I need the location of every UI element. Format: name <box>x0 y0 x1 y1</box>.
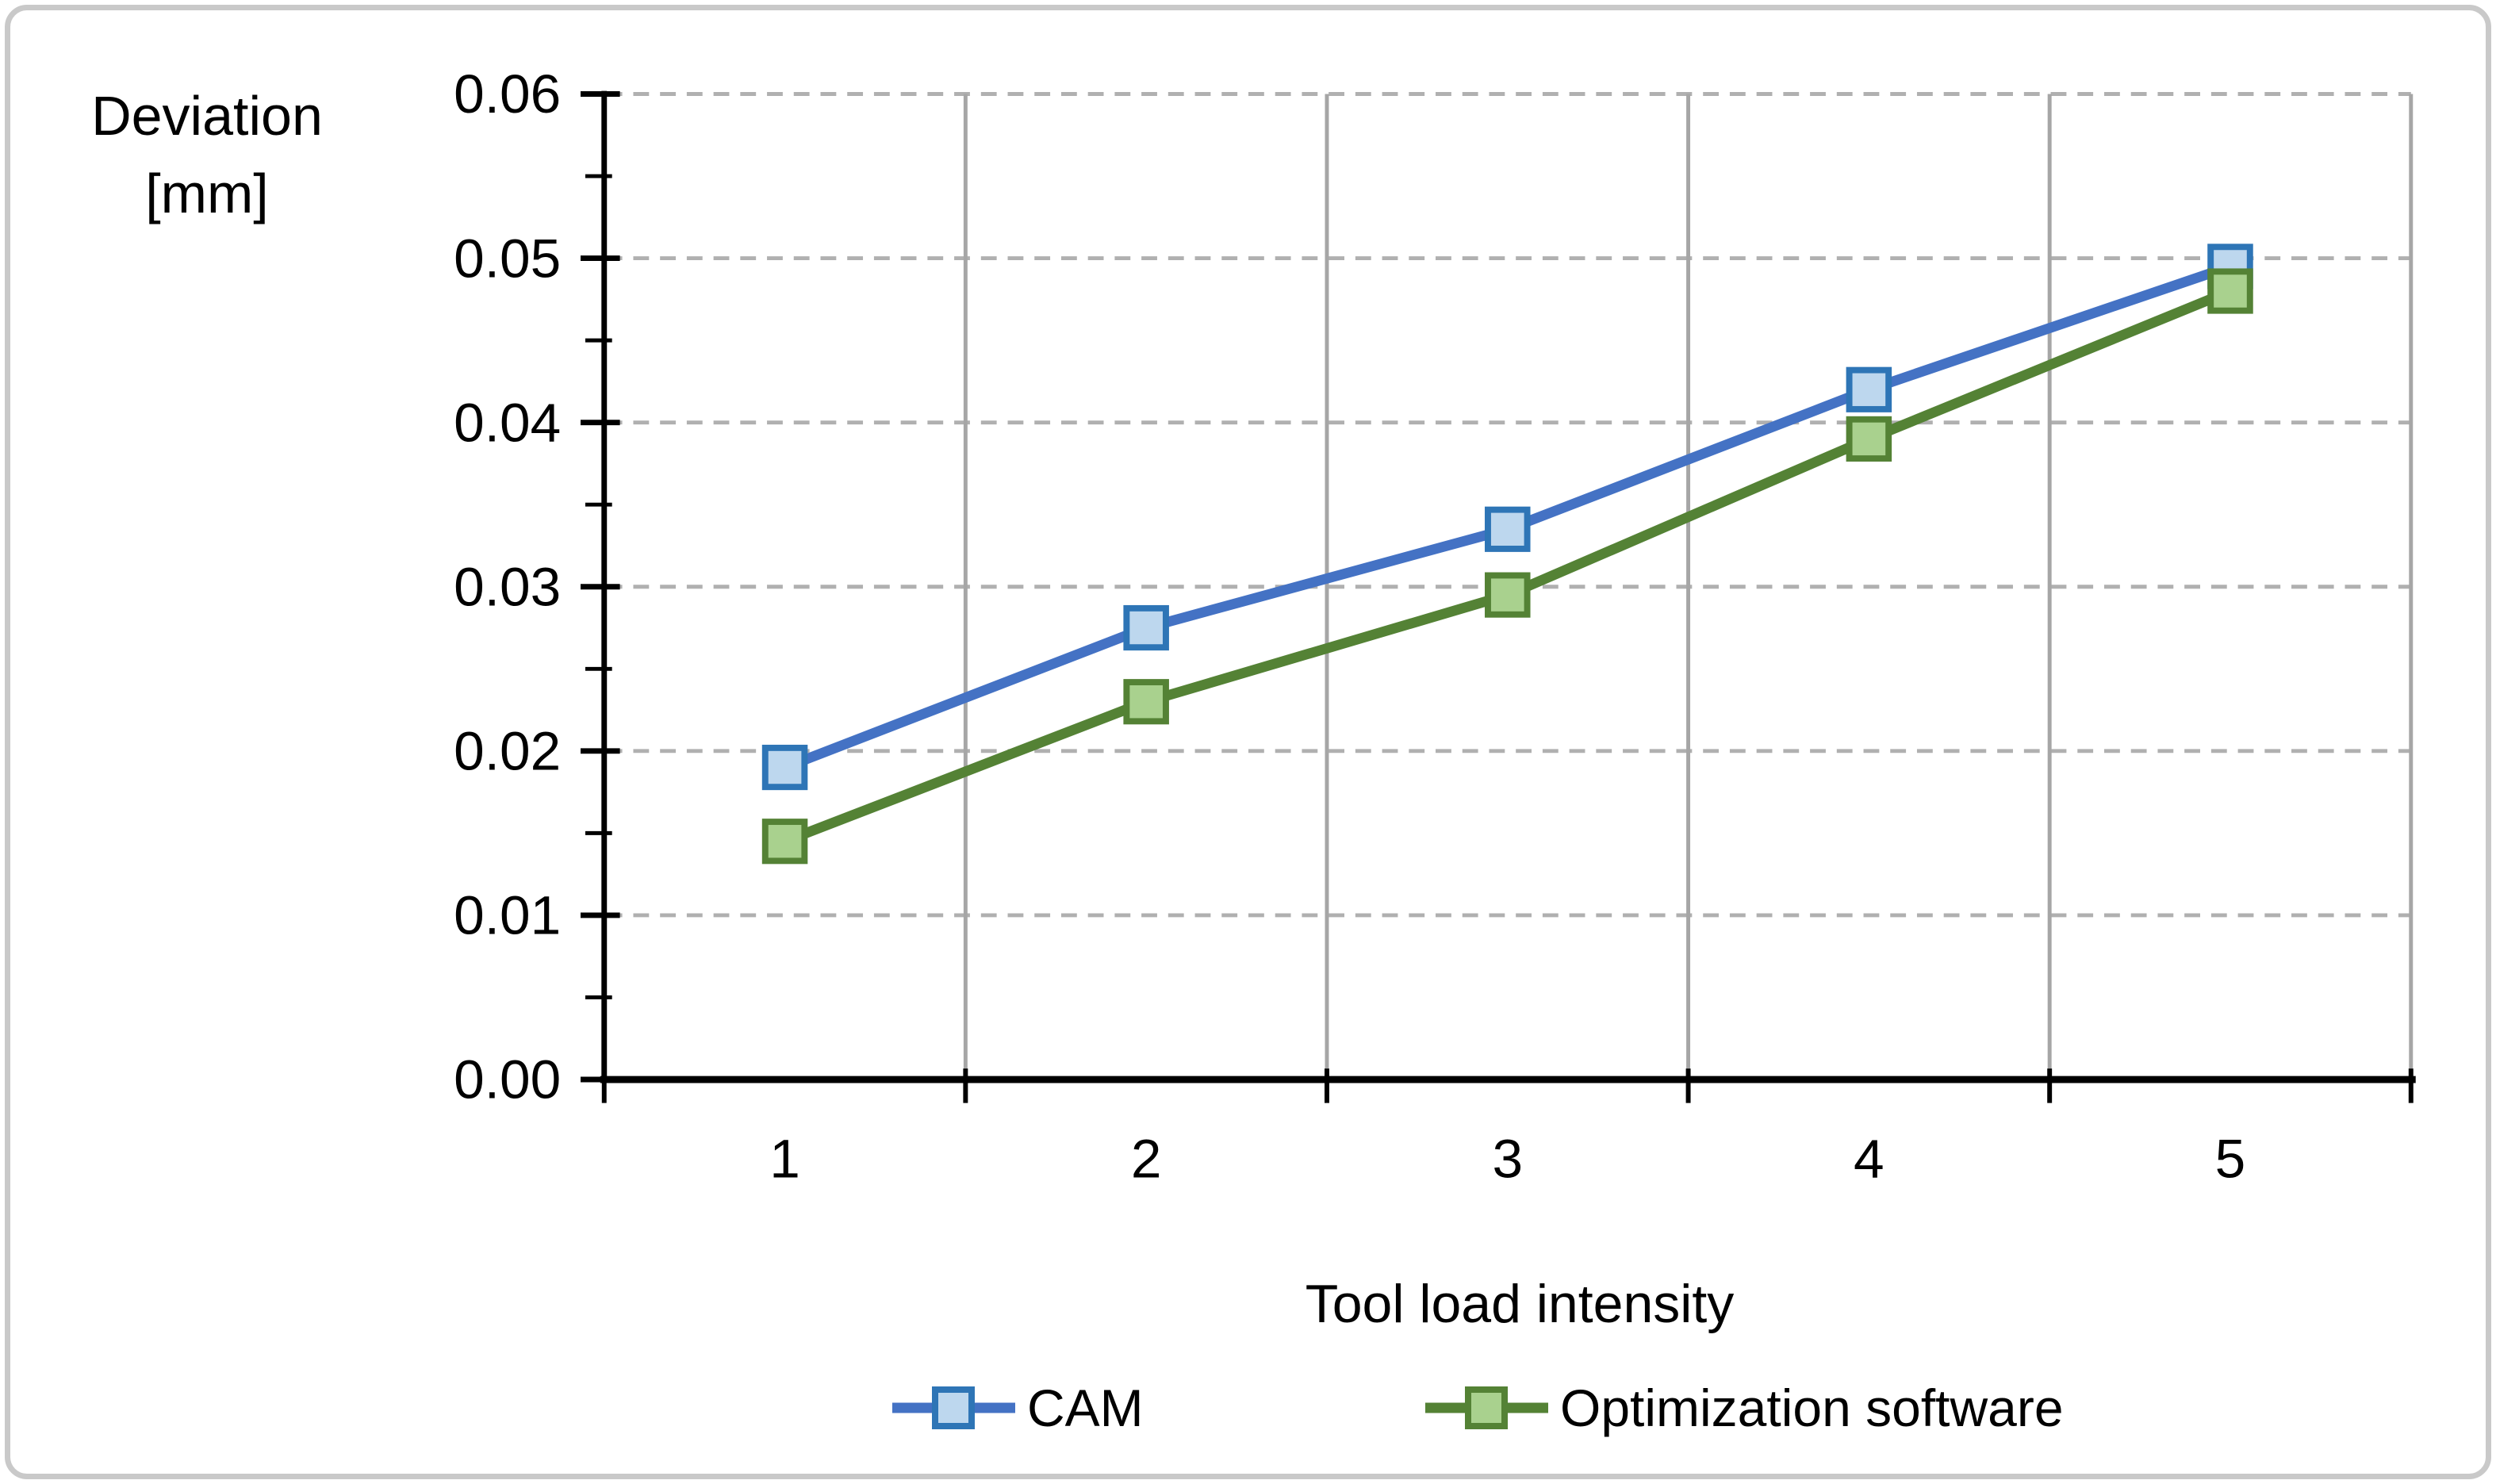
optimization-software-series-legend-icon <box>1425 1386 1548 1429</box>
legend-item-cam: CAM <box>891 1376 1144 1440</box>
x-tick-label: 3 <box>1492 1127 1523 1189</box>
data-point-marker <box>1123 679 1169 725</box>
y-axis-title: Deviation [mm] <box>56 77 358 232</box>
data-point-marker <box>1485 572 1531 618</box>
legend: CAM Optimization software <box>10 1376 2486 1440</box>
line-chart-plot: 0.00 0.01 0.02 0.03 0.04 0.05 0.06 1 2 3 4 5 <box>454 63 2416 1189</box>
cam-series-legend-icon <box>892 1386 1015 1429</box>
legend-item-optimization-software: Optimization software <box>1424 1376 2064 1440</box>
x-tick-label: 5 <box>2215 1127 2246 1189</box>
x-tick-label: 4 <box>1854 1127 1884 1189</box>
y-tick-label: 0.04 <box>454 392 561 454</box>
series-line-optimization-software <box>780 286 2236 847</box>
y-tick-label: 0.02 <box>454 720 561 782</box>
chart-figure: 0.00 0.01 0.02 0.03 0.04 0.05 0.06 1 2 3 4 5 Deviat… <box>5 5 2491 1479</box>
y-tick-label: 0.01 <box>454 884 561 946</box>
y-tick-label: 0.05 <box>454 227 561 289</box>
y-axis-title-line2: [mm] <box>145 163 269 224</box>
y-tick-label: 0.03 <box>454 556 561 618</box>
y-tick-label: 0.06 <box>454 63 561 125</box>
data-point-marker <box>2207 268 2253 314</box>
legend-square-marker-icon <box>932 1386 975 1429</box>
data-point-marker <box>761 819 808 865</box>
y-tick-label: 0.00 <box>454 1049 561 1110</box>
legend-square-marker-icon <box>1465 1386 1508 1429</box>
x-tick-label: 1 <box>769 1127 800 1189</box>
y-axis-title-line1: Deviation <box>91 85 323 147</box>
data-point-marker <box>761 744 808 791</box>
data-point-marker <box>1846 416 1892 462</box>
x-axis-title: Tool load intensity <box>1305 1274 1735 1334</box>
data-point-marker <box>1485 506 1531 552</box>
data-point-marker <box>1846 366 1892 412</box>
x-tick-label: 2 <box>1131 1127 1162 1189</box>
data-point-marker <box>1123 604 1169 651</box>
legend-label-cam: CAM <box>1027 1379 1144 1437</box>
legend-label-optimization-software: Optimization software <box>1560 1379 2064 1437</box>
